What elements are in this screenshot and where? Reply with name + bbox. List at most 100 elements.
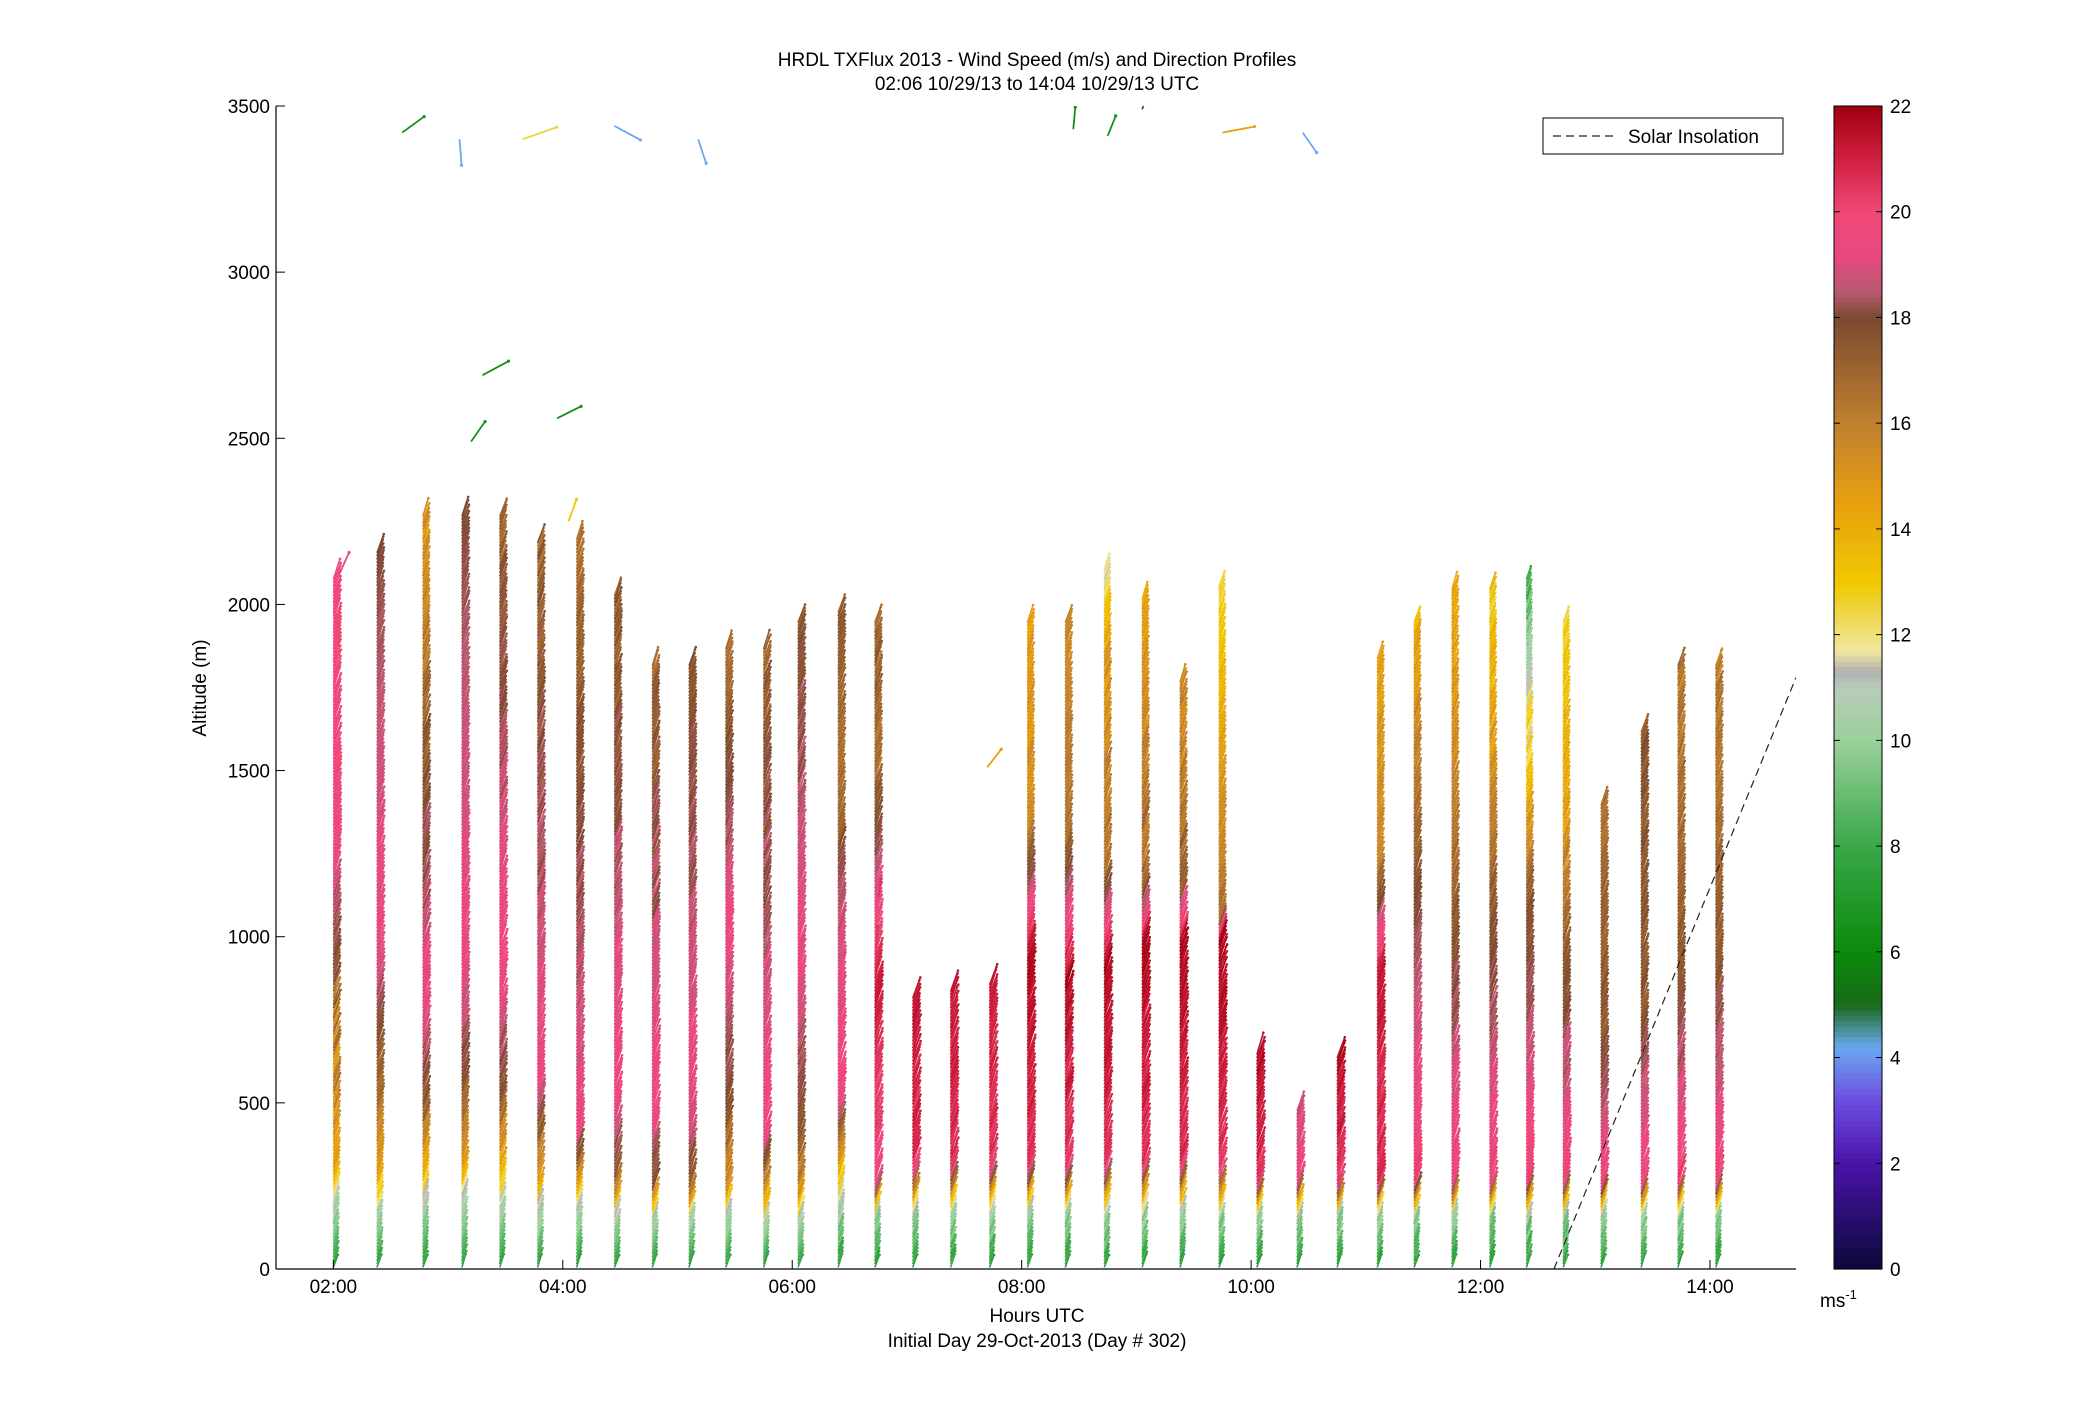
wind-barb-tip [467, 556, 471, 560]
wind-profile [332, 557, 343, 1268]
wind-barb-tip [731, 1104, 735, 1108]
wind-barb-tip [582, 828, 586, 832]
wind-barb-tip [339, 601, 343, 605]
wind-barb-tip [581, 519, 584, 523]
wind-barb-tip [339, 731, 342, 734]
wind-barb [332, 1236, 339, 1251]
wind-barb-tip [731, 1138, 734, 1142]
wind-barb-tip [695, 1024, 698, 1027]
wind-barb-tip [339, 574, 342, 578]
wind-barb [332, 585, 341, 607]
wind-barb-tip [467, 572, 471, 576]
wind-barb-tip [731, 1047, 735, 1051]
wind-barb [332, 1072, 341, 1092]
wind-barb-tip [505, 788, 509, 791]
wind-barb [376, 1236, 382, 1251]
wind-barb [332, 1119, 340, 1138]
wind-barb [332, 1209, 339, 1225]
wind-barb-tip [694, 722, 698, 726]
wind-barb-tip [542, 1166, 546, 1169]
wind-barb-tip [729, 1198, 733, 1201]
wind-barb [332, 1216, 340, 1232]
wind-barb-tip [543, 523, 546, 526]
wind-barb-tip [338, 1088, 342, 1092]
wind-barb [332, 1149, 340, 1168]
wind-barb-tip [383, 894, 386, 897]
wind-barb [332, 965, 341, 986]
wind-barb [376, 1222, 383, 1238]
wind-barb-tip [339, 588, 343, 591]
wind-barb-tip [769, 742, 772, 746]
wind-barb-tip [467, 778, 471, 782]
wind-barb-tip [731, 1088, 734, 1091]
wind-barb-tip [428, 1054, 432, 1057]
wind-barb-tip [769, 950, 772, 954]
wind-barb [332, 928, 341, 949]
wind-barb-tip [382, 883, 386, 887]
wind-barb-tip [658, 735, 661, 739]
wind-barb-tip [338, 976, 342, 979]
wind-barb [332, 1168, 341, 1185]
wind-barb-tip [428, 1004, 432, 1008]
wind-barb-tip [339, 721, 343, 725]
wind-barb-tip [694, 868, 698, 872]
wind-barb [332, 628, 342, 650]
wind-barb-tip [582, 971, 586, 974]
wind-barb-tip [503, 1212, 507, 1216]
wind-barb-tip [541, 1246, 544, 1250]
wind-barb [332, 859, 342, 879]
wind-barb [332, 602, 342, 623]
wind-barb-tip [382, 702, 386, 705]
wind-barb [332, 685, 342, 707]
wind-barb-tip [543, 997, 546, 1000]
wind-barb-tip [338, 850, 342, 854]
wind-barb [332, 851, 341, 873]
wind-barb [332, 1222, 339, 1238]
wind-barb-tip [467, 646, 471, 649]
wind-barb-tip [769, 1063, 773, 1067]
wind-barb [332, 615, 342, 637]
wind-barb-tip [730, 1183, 734, 1187]
wind-barb-tip [695, 974, 698, 977]
wind-barb-tip [769, 987, 772, 990]
wind-barb [376, 1140, 384, 1158]
wind-barb-tip [505, 775, 509, 779]
wind-barb-tip [382, 1001, 386, 1004]
wind-barb [332, 1230, 339, 1245]
wind-barb-tip [382, 981, 386, 984]
wind-barb-tip [337, 1212, 340, 1215]
wind-barb [332, 908, 341, 929]
wind-barb-tip [467, 1064, 471, 1068]
chart-title: HRDL TXFlux 2013 - Wind Speed (m/s) and … [778, 50, 1296, 71]
wind-barb-tip [769, 1165, 772, 1168]
wind-barb-tip [694, 1047, 698, 1050]
wind-barb-tip [382, 1028, 386, 1032]
wind-barb-tip [620, 911, 623, 915]
wind-barb-tip [505, 814, 509, 818]
wind-barb [332, 655, 342, 677]
wind-barb [332, 1062, 341, 1082]
wind-barb-tip [582, 908, 585, 911]
wind-barb [332, 725, 342, 746]
wind-barb [332, 705, 342, 727]
wind-barb-tip [428, 888, 432, 892]
wind-barb [332, 562, 342, 584]
wind-barb [332, 678, 342, 700]
wind-barb [376, 1199, 384, 1215]
wind-barb-tip [769, 1110, 773, 1114]
wind-barb-tip [505, 977, 509, 981]
wind-barb [332, 970, 341, 989]
wind-barb-tip [428, 802, 432, 805]
wind-barb [332, 1053, 340, 1072]
wind-barb-tip [339, 644, 342, 647]
wind-barb [332, 758, 342, 780]
wind-barb-tip [543, 533, 546, 537]
wind-barb-tip [505, 913, 509, 917]
wind-barb-tip [382, 625, 386, 629]
wind-barb-tip [618, 1194, 622, 1198]
wind-barb-tip [543, 609, 546, 613]
wind-barb-tip [769, 931, 773, 935]
wind-barb [332, 1192, 340, 1208]
wind-barb-tip [658, 984, 661, 987]
